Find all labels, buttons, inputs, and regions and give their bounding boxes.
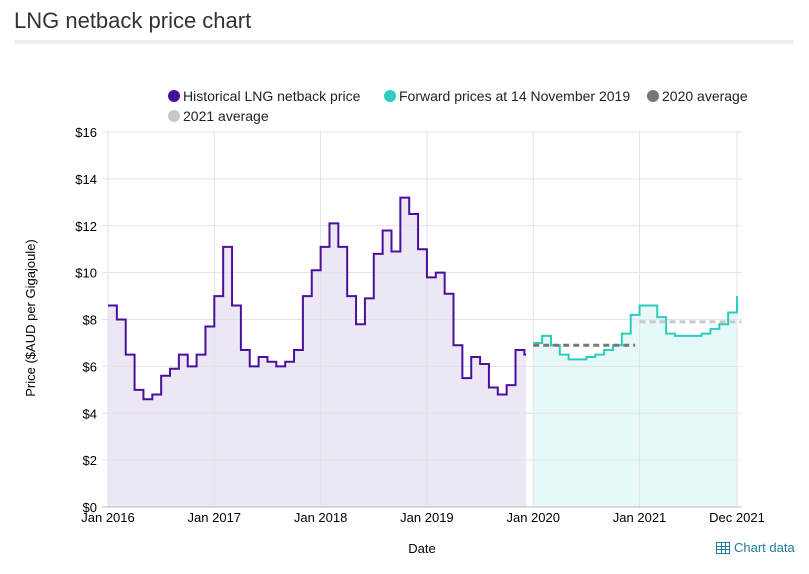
x-tick-label: Jan 2017 <box>188 510 242 525</box>
series-area-1 <box>533 296 737 507</box>
y-tick-label: $16 <box>75 125 97 140</box>
legend-label: 2020 average <box>662 88 748 104</box>
y-axis-tick-labels: $0 $2 $4 $6 $8 $10 $12 $14 $16 <box>75 125 97 515</box>
x-tick-label: Jan 2018 <box>294 510 348 525</box>
x-tick-label: Jan 2019 <box>400 510 454 525</box>
legend-item[interactable]: Forward prices at 14 November 2019 <box>384 88 630 104</box>
title-divider <box>14 40 794 44</box>
legend-item[interactable]: 2020 average <box>647 88 748 104</box>
x-tick-label: Jan 2020 <box>506 510 560 525</box>
y-tick-label: $4 <box>83 406 97 421</box>
y-tick-label: $0 <box>83 500 97 515</box>
x-tick-label: Jan 2021 <box>613 510 667 525</box>
series-area-0 <box>108 197 527 507</box>
x-axis-tick-labels: Jan 2016 Jan 2017 Jan 2018 Jan 2019 Jan 2020… <box>81 510 765 525</box>
y-tick-label: $8 <box>83 313 97 328</box>
table-icon <box>716 541 730 554</box>
x-tick-label: Jan 2016 <box>81 510 135 525</box>
series-lines <box>108 196 742 401</box>
grid-lines <box>102 131 742 508</box>
y-axis-title: Price ($AUD per Gigajoule) <box>23 239 38 397</box>
series-line-0 <box>108 196 527 401</box>
y-tick-label: $6 <box>83 359 97 374</box>
y-tick-label: $10 <box>75 266 97 281</box>
legend-marker <box>384 90 396 102</box>
series-line-1 <box>533 296 738 361</box>
legend-label: 2021 average <box>183 108 269 124</box>
legend-label: Historical LNG netback price <box>183 88 361 104</box>
y-tick-label: $14 <box>75 172 97 187</box>
x-axis-title: Date <box>408 541 435 556</box>
y-tick-label: $12 <box>75 219 97 234</box>
page-title: LNG netback price chart <box>14 8 252 33</box>
legend-marker <box>647 90 659 102</box>
y-tick-label: $2 <box>83 453 97 468</box>
legend-label: Forward prices at 14 November 2019 <box>399 88 630 104</box>
chart-data-link[interactable]: Chart data <box>716 540 795 555</box>
x-tick-label: Dec 2021 <box>709 510 765 525</box>
chart-data-label: Chart data <box>734 540 795 555</box>
legend-item[interactable]: Historical LNG netback price <box>168 88 361 104</box>
legend[interactable]: Historical LNG netback price Forward pric… <box>168 88 748 124</box>
legend-marker <box>168 110 180 122</box>
series-fills <box>108 197 737 507</box>
legend-item[interactable]: 2021 average <box>168 108 269 124</box>
legend-marker <box>168 90 180 102</box>
